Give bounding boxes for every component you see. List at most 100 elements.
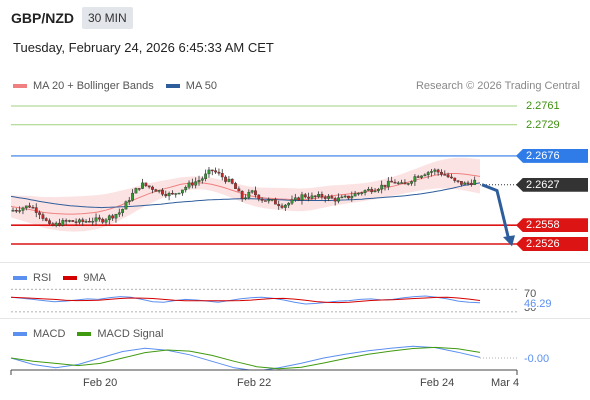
candle [144, 182, 148, 188]
candle-body [34, 207, 38, 213]
level-tag: 2.2627 [516, 177, 588, 192]
candle-body [101, 218, 105, 223]
candle [287, 202, 291, 209]
candle-body [97, 217, 101, 220]
level-tag: 2.2558 [516, 218, 588, 233]
candle-body [247, 191, 251, 198]
candle-body [137, 188, 141, 190]
candle [240, 190, 244, 202]
candle [320, 191, 324, 200]
candle [97, 214, 101, 222]
candle-body [44, 218, 48, 221]
x-label-feb20: Feb 20 [83, 377, 118, 389]
candle [303, 192, 307, 199]
candle [370, 186, 374, 195]
candle-body [214, 170, 218, 173]
candle [317, 191, 320, 199]
candle [28, 202, 32, 209]
interval-badge[interactable]: 30 MIN [82, 7, 133, 29]
candle [224, 175, 227, 184]
rsi-level-30: 30 [524, 308, 537, 314]
candle [376, 187, 380, 193]
ma20-legend-label: MA 20 + Bollinger Bands [33, 80, 154, 92]
candle [87, 217, 91, 223]
candle [436, 168, 440, 176]
candle-body [426, 172, 430, 176]
candle [333, 196, 337, 206]
rsi-chart [10, 288, 517, 313]
candle [453, 177, 457, 183]
candle-body [376, 189, 380, 192]
level-tag: 2.2526 [516, 237, 588, 251]
candle-body [273, 199, 277, 205]
candle [204, 169, 208, 182]
candle-body [403, 182, 407, 185]
rsi-legend-label: RSI [33, 272, 52, 284]
x-label-feb22: Feb 22 [237, 377, 272, 389]
candle [459, 181, 463, 187]
candle [21, 206, 25, 215]
candle [280, 203, 284, 209]
candle [473, 176, 477, 186]
rsi-ma-legend-label: 9MA [83, 272, 106, 284]
candle [293, 193, 297, 202]
candle [383, 184, 387, 191]
candle-body [373, 190, 377, 193]
candle-body [68, 220, 71, 222]
candle [406, 182, 410, 186]
candle-body [54, 222, 58, 226]
candle [141, 178, 144, 190]
candle-body [287, 202, 291, 206]
macd-chart [10, 345, 517, 370]
macd-line [10, 345, 481, 370]
candle-body [61, 220, 65, 226]
candle [400, 179, 404, 184]
candle-body [167, 192, 171, 197]
candle-body [343, 195, 347, 198]
candle [200, 176, 204, 184]
candle [466, 180, 470, 186]
macd-legend-label: MACD [33, 328, 66, 340]
timestamp: Tuesday, February 24, 2026 6:45:33 AM CE… [13, 40, 274, 55]
candle [340, 194, 344, 199]
macd-signal-swatch [77, 332, 92, 336]
candle-body [197, 180, 201, 182]
candle-body [230, 178, 234, 184]
candle [327, 193, 330, 202]
candle-body [200, 178, 204, 181]
candle-body [459, 181, 463, 185]
macd-legend: MACD MACD Signal [13, 328, 163, 340]
candle-body [244, 197, 247, 199]
candle [277, 200, 281, 210]
candle [353, 190, 357, 197]
candle [54, 221, 58, 228]
candle-body [430, 171, 433, 173]
candle [41, 212, 45, 222]
candle-body [390, 180, 394, 183]
candle [190, 178, 194, 189]
rsi-swatch [13, 276, 27, 280]
candle-body [154, 189, 158, 192]
candle [151, 185, 154, 194]
candle-body [220, 173, 224, 178]
candle-body [11, 210, 15, 212]
candle [307, 192, 311, 202]
candle-body [406, 183, 410, 185]
candle [260, 197, 264, 203]
candle [78, 218, 81, 225]
candle-body [224, 176, 227, 182]
candle-body [270, 199, 274, 201]
candle [250, 189, 254, 194]
candle-body [64, 220, 68, 222]
candle-body [450, 176, 453, 179]
candle [107, 214, 111, 225]
candle-body [443, 174, 447, 176]
candle-body [237, 188, 241, 192]
candle-body [280, 205, 284, 208]
candle-body [81, 219, 85, 222]
candle-body [357, 192, 360, 195]
level-tag: 2.2761 [526, 100, 560, 112]
candle-body [363, 190, 367, 193]
candle [433, 168, 437, 175]
candle [423, 173, 427, 177]
